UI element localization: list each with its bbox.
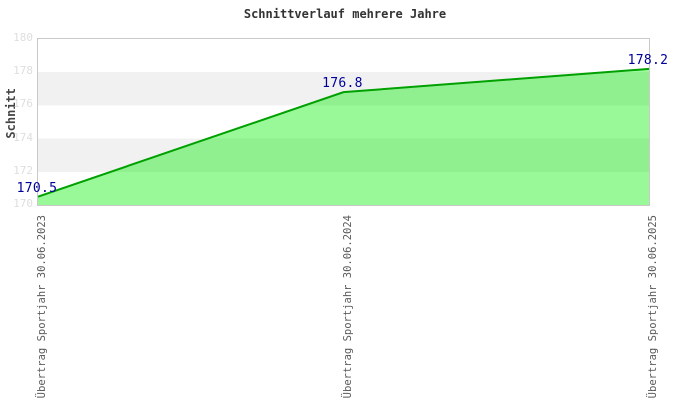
chart-title: Schnittverlauf mehrere Jahre <box>243 7 447 21</box>
area-series <box>38 67 649 205</box>
data-point-label: 170.5 <box>16 180 58 196</box>
area-fill-shape <box>38 68 649 205</box>
data-point-label: 176.8 <box>322 76 363 92</box>
series-line <box>38 67 649 198</box>
y-tick-label: 174 <box>13 130 33 144</box>
plot-area <box>37 38 650 206</box>
y-tick-label: 178 <box>13 64 33 78</box>
y-tick-label: 170 <box>13 197 33 210</box>
y-tick-label: 176 <box>13 97 33 111</box>
y-tick-label: 180 <box>13 31 33 44</box>
y-tick-label: 172 <box>13 163 33 177</box>
x-category-label-text: Übertrag Sportjahr 30.06.2025 <box>647 215 659 399</box>
x-category-label-text: Übertrag Sportjahr 30.06.2023 <box>36 215 48 399</box>
data-point-label: 178.2 <box>627 52 669 68</box>
x-category-label-text: Übertrag Sportjahr 30.06.2024 <box>341 215 354 399</box>
